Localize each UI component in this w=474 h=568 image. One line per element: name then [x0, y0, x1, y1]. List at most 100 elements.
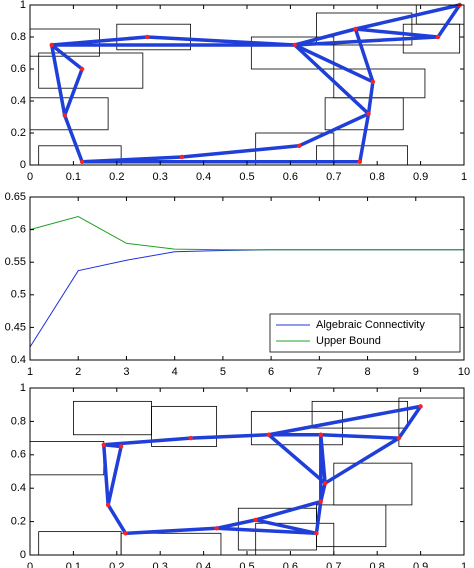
node — [79, 66, 85, 72]
node — [105, 502, 111, 508]
edge — [292, 35, 440, 47]
y-tick-label: 0.55 — [5, 256, 26, 268]
x-tick-label: 1 — [461, 561, 467, 568]
node — [49, 42, 54, 48]
node — [366, 111, 371, 117]
y-tick-label: 1 — [20, 382, 26, 394]
panel: 0 0.1 0.2 0.3 0.4 0.5 0.6 0.7 0.8 0.9 1 0 0.2 0.4 0.6 0… — [11, 382, 467, 568]
edge — [353, 27, 375, 84]
edge — [106, 444, 123, 507]
axes-frame — [29, 196, 465, 361]
legend-label: Algebraic Connectivity — [316, 319, 425, 331]
node — [79, 159, 85, 164]
x-tick-label: 6 — [268, 366, 274, 378]
x-tick-label: 0.5 — [239, 171, 254, 183]
x-tick-label: 1 — [27, 366, 33, 378]
edge — [102, 443, 123, 449]
edge — [353, 27, 440, 39]
x-tick-label: 2 — [75, 366, 81, 378]
node — [318, 499, 323, 504]
y-tick-label: 0 — [20, 549, 26, 561]
edge — [253, 499, 323, 522]
edge — [323, 436, 401, 485]
y-tick-label: 0.6 — [11, 449, 26, 461]
node — [253, 517, 258, 523]
node — [179, 154, 185, 160]
x-tick-label: 0.5 — [239, 561, 254, 568]
edge — [292, 43, 375, 84]
x-tick-label: 0.3 — [153, 171, 168, 183]
y-tick-label: 0.6 — [11, 224, 26, 236]
node — [418, 404, 423, 409]
edge — [314, 499, 323, 536]
y-tick-label: 0.4 — [11, 354, 26, 366]
y-tick-label: 0.4 — [11, 482, 26, 494]
edge — [266, 433, 327, 485]
x-tick-label: 10 — [458, 366, 470, 378]
x-tick-label: 0.8 — [370, 171, 385, 183]
node — [123, 531, 128, 536]
region-box — [250, 36, 335, 70]
node — [318, 432, 323, 437]
edge — [62, 113, 84, 164]
edge — [214, 526, 319, 536]
x-tick-label: 0.1 — [66, 561, 81, 568]
x-tick-label: 5 — [220, 366, 226, 378]
x-tick-label: 1 — [461, 171, 467, 183]
edge — [353, 3, 462, 31]
y-tick-label: 0.2 — [11, 516, 26, 528]
node — [62, 113, 67, 118]
edge — [297, 112, 371, 148]
x-tick-label: 9 — [413, 366, 419, 378]
node — [314, 531, 319, 536]
x-tick-label: 0.4 — [196, 171, 211, 183]
node — [435, 34, 441, 40]
series-line — [29, 216, 464, 251]
edge — [366, 80, 375, 116]
node — [101, 442, 106, 447]
node — [370, 79, 376, 85]
edge — [292, 43, 371, 116]
node — [214, 526, 219, 531]
region-box — [311, 400, 408, 429]
edge — [62, 67, 84, 118]
y-tick-label: 1 — [20, 0, 26, 11]
x-tick-label: 0.1 — [66, 171, 81, 183]
edge — [106, 503, 128, 536]
x-tick-label: 0 — [27, 171, 33, 183]
node — [322, 480, 328, 486]
edge — [102, 436, 193, 447]
x-tick-label: 0.3 — [153, 561, 168, 568]
x-tick-label: 0.4 — [196, 561, 211, 568]
x-tick-label: 7 — [316, 366, 322, 378]
region-box — [116, 23, 191, 51]
x-tick-label: 0 — [27, 561, 33, 568]
node — [144, 34, 150, 40]
y-tick-label: 0.6 — [11, 63, 26, 75]
y-tick-label: 0.4 — [11, 95, 26, 107]
edge — [436, 3, 462, 39]
y-tick-label: 0.8 — [11, 415, 26, 427]
region-box — [38, 52, 144, 89]
y-tick-label: 0.65 — [5, 191, 26, 203]
node — [292, 42, 297, 48]
panel: 0 0.1 0.2 0.3 0.4 0.5 0.6 0.7 0.8 0.9 1 0 0.2 0.4 0.6 0… — [11, 0, 467, 183]
edge — [358, 112, 371, 164]
y-tick-label: 0.8 — [11, 31, 26, 43]
x-tick-label: 0.2 — [109, 171, 124, 183]
x-tick-label: 0.2 — [109, 561, 124, 568]
edge — [319, 433, 401, 440]
y-tick-label: 0.2 — [11, 127, 26, 139]
edge — [49, 43, 84, 71]
y-tick-label: 0 — [20, 159, 26, 171]
x-tick-label: 4 — [172, 366, 178, 378]
x-tick-label: 0.7 — [326, 561, 341, 568]
legend-box — [269, 313, 461, 353]
x-tick-label: 0.9 — [413, 561, 428, 568]
node — [296, 143, 302, 148]
panel: Algebraic Connectivity Upper Bound 1 2 3 4 5 6 7… — [5, 191, 471, 378]
node — [396, 435, 402, 441]
y-tick-label: 0.5 — [11, 289, 26, 301]
legend-label: Upper Bound — [316, 335, 381, 347]
region-box — [316, 12, 413, 46]
